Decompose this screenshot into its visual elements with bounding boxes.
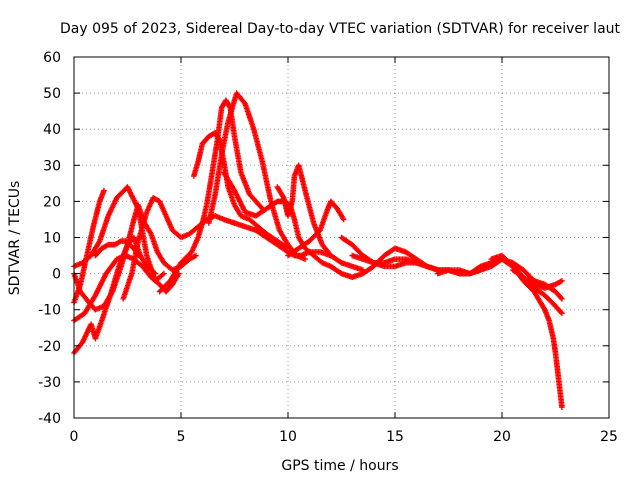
data-point bbox=[559, 278, 565, 284]
x-tick-label: 15 bbox=[386, 429, 404, 445]
data-point bbox=[101, 187, 107, 194]
y-tick-label: -40 bbox=[38, 411, 61, 427]
data-point bbox=[559, 296, 565, 302]
series-track-19 bbox=[488, 252, 565, 410]
data-point bbox=[327, 251, 333, 258]
chart-title: Day 095 of 2023, Sidereal Day-to-day VTE… bbox=[60, 21, 621, 37]
y-tick-label: 20 bbox=[43, 194, 61, 210]
x-tick-label: 20 bbox=[493, 429, 511, 445]
data-point bbox=[558, 295, 564, 301]
data-point bbox=[193, 252, 199, 259]
series-track-14 bbox=[285, 198, 347, 259]
y-tick-label: 0 bbox=[52, 267, 61, 283]
y-tick-label: -10 bbox=[38, 303, 61, 319]
series-track-13 bbox=[274, 162, 334, 259]
data-point bbox=[559, 310, 565, 317]
y-tick-label: 50 bbox=[43, 86, 61, 102]
x-axis-title: GPS time / hours bbox=[281, 458, 398, 474]
series-track-20 bbox=[509, 267, 565, 291]
y-tick-label: 40 bbox=[43, 122, 61, 138]
data-point bbox=[216, 136, 222, 142]
x-tick-label: 0 bbox=[70, 429, 79, 445]
x-tick-label: 10 bbox=[279, 429, 297, 445]
y-axis-title: SDTVAR / TECUs bbox=[7, 181, 23, 296]
data-point bbox=[340, 216, 347, 223]
x-tick-label: 5 bbox=[177, 429, 186, 445]
data-point bbox=[302, 256, 308, 262]
y-tick-label: 10 bbox=[43, 231, 61, 247]
y-tick-label: 60 bbox=[43, 50, 61, 66]
axis-ticks: 0 5 10 15 20 25 -40 -30 -20 -10 0 10 20 30 40 50 60 bbox=[38, 50, 618, 445]
x-tick-label: 25 bbox=[600, 429, 618, 445]
data-point bbox=[558, 309, 564, 316]
data-point bbox=[161, 270, 167, 277]
data-point bbox=[328, 252, 334, 259]
series-track-8 bbox=[156, 97, 266, 295]
y-tick-label: 30 bbox=[43, 158, 61, 174]
series-track-9 bbox=[191, 130, 291, 252]
data-marks bbox=[71, 90, 565, 410]
y-tick-label: -30 bbox=[38, 375, 61, 391]
y-tick-label: -20 bbox=[38, 339, 61, 355]
data-point bbox=[559, 404, 565, 410]
